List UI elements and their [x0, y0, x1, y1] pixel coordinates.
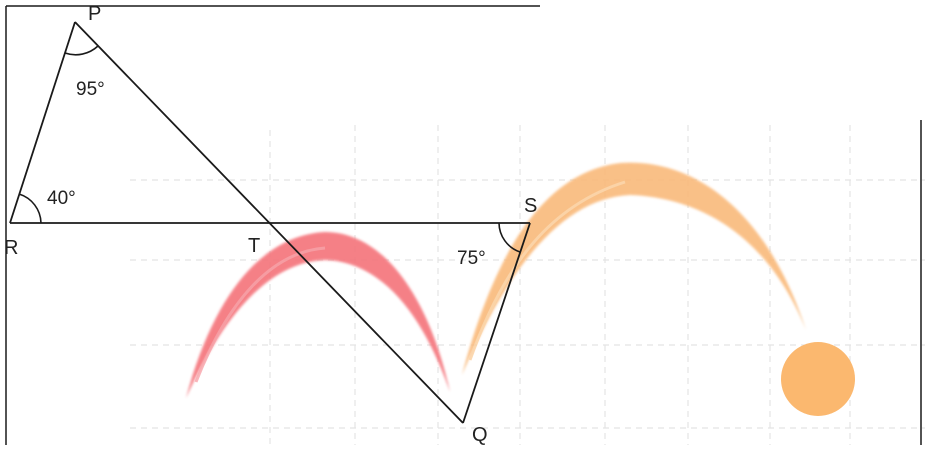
- label-angle-r: 40°: [47, 188, 76, 209]
- label-point-s: S: [524, 195, 537, 217]
- red-arc-decoration: [186, 232, 450, 398]
- angle-arc-s: [498, 222, 521, 253]
- label-point-q: Q: [472, 424, 488, 445]
- segment-sq: [462, 222, 531, 424]
- label-angle-s: 75°: [457, 248, 486, 269]
- segment-rp: [9, 21, 76, 224]
- angle-arc-r: [18, 193, 42, 224]
- orange-arc-decoration: [462, 162, 806, 375]
- angle-arc-p: [64, 45, 99, 56]
- figure-lines: [9, 21, 531, 424]
- label-point-p: P: [88, 3, 101, 25]
- angle-markers: [18, 45, 521, 253]
- segment-pq: [74, 21, 464, 424]
- label-angle-p: 95°: [76, 79, 105, 100]
- label-point-t: T: [248, 235, 260, 257]
- label-point-r: R: [4, 237, 18, 259]
- orange-ball: [781, 342, 855, 416]
